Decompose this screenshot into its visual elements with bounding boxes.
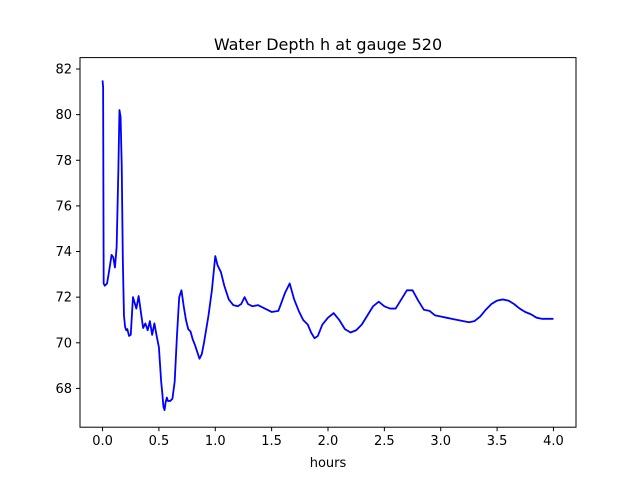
x-tick-label: 3.0 xyxy=(430,434,451,449)
y-tick-label: 78 xyxy=(55,154,72,169)
x-tick-label: 1.5 xyxy=(261,434,282,449)
y-tick-label: 68 xyxy=(55,382,72,397)
y-tick-label: 80 xyxy=(55,108,72,123)
x-tick-label: 4.0 xyxy=(543,434,564,449)
x-axis: 0.0 0.5 1.0 1.5 2.0 2.5 3.0 3.5 4.0 xyxy=(92,427,564,449)
x-tick-label: 2.0 xyxy=(318,434,339,449)
x-tick-label: 0.5 xyxy=(149,434,170,449)
y-tick-label: 72 xyxy=(55,291,72,306)
x-axis-label: hours xyxy=(310,456,347,471)
plot-area xyxy=(101,80,554,411)
chart-title: Water Depth h at gauge 520 xyxy=(214,35,442,54)
y-tick-label: 82 xyxy=(55,63,72,78)
x-tick-label: 2.5 xyxy=(374,434,395,449)
x-tick-label: 1.0 xyxy=(205,434,226,449)
x-tick-label: 0.0 xyxy=(92,434,113,449)
y-axis: 68 70 72 74 76 78 80 82 xyxy=(55,63,80,397)
x-tick-label: 3.5 xyxy=(487,434,508,449)
series-line-0 xyxy=(101,80,554,411)
y-tick-label: 70 xyxy=(55,336,72,351)
y-tick-label: 76 xyxy=(55,199,72,214)
y-tick-label: 74 xyxy=(55,245,72,260)
